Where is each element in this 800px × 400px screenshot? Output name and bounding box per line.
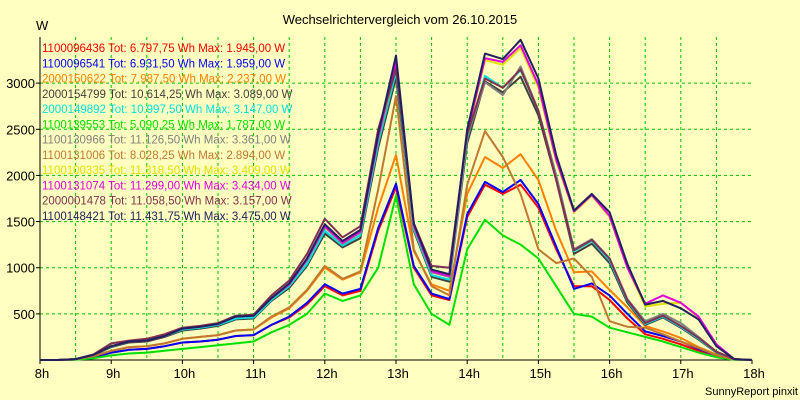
legend-entry-8: 1100131006 Tot: 8.028,25 Wh Max: 2.894,0… [42,150,285,162]
series-line-2 [40,179,753,361]
series-line-12 [40,38,753,361]
chart-title: Wechselrichtervergleich vom 26.10.2015 [283,12,518,27]
y-tick-label: 1500 [6,215,35,230]
series-line-6 [40,194,753,361]
series-line-11 [40,68,753,361]
x-tick-label: 9h [106,366,120,381]
legend-entry-2: 1100096541 Tot: 6.931,50 Wh Max: 1.959,0… [42,58,285,70]
x-tick-label: 18h [743,366,765,381]
y-tick-label: 2500 [6,122,35,137]
x-tick-label: 16h [601,366,623,381]
legend-entry-12: 1100148421 Tot: 11.431,75 Wh Max: 3.475,… [42,211,291,223]
footer-credit: SunnyReport pinxit [705,386,798,398]
legend-entry-9: 1100100335 Tot: 11.318,50 Wh Max: 3.409,… [42,165,291,177]
axes: 8h 9h 10h 11h 12h 13h 14h 15h 16h 17h 18h 500 1000 15… [6,37,765,381]
series-lines [40,38,753,361]
x-tick-label: 12h [316,366,338,381]
x-tick-label: 17h [672,366,694,381]
y-tick-label: 500 [13,307,35,322]
legend-entry-3: 2000150622 Tot: 7.987,50 Wh Max: 2.237,0… [42,74,286,86]
y-tick-label: 1000 [6,261,35,276]
x-tick-label: 14h [458,366,480,381]
series-line-8 [40,95,753,361]
y-axis-unit-label: W [36,18,49,33]
x-tick-label: 13h [387,366,409,381]
legend-entry-6: 1100139553 Tot: 5.090,25 Wh Max: 1.787,0… [42,119,285,131]
x-tick-label: 11h [245,366,266,381]
legend-entry-4: 2000154799 Tot: 10.614,25 Wh Max: 3.089,… [42,89,293,101]
x-tick-label: 8h [35,366,49,381]
legend-entry-5: 2000149892 Tot: 10.997,50 Wh Max: 3.147,… [42,104,293,116]
x-tick-label: 15h [530,366,552,381]
legend: 1100096436 Tot: 6.797,75 Wh Max: 1.945,0… [42,43,293,223]
x-tick-label: 10h [174,366,196,381]
y-tick-label: 3000 [6,76,35,91]
legend-entry-1: 1100096436 Tot: 6.797,75 Wh Max: 1.945,0… [42,43,285,55]
legend-entry-7: 1100130966 Tot: 11.126,50 Wh Max: 3.361,… [42,135,291,147]
legend-entry-11: 2000001478 Tot: 11.058,50 Wh Max: 3.157,… [42,196,292,208]
legend-entry-10: 1100131074 Tot: 11.299,00 Wh Max: 3.434,… [42,180,291,192]
y-tick-label: 2000 [6,168,35,183]
